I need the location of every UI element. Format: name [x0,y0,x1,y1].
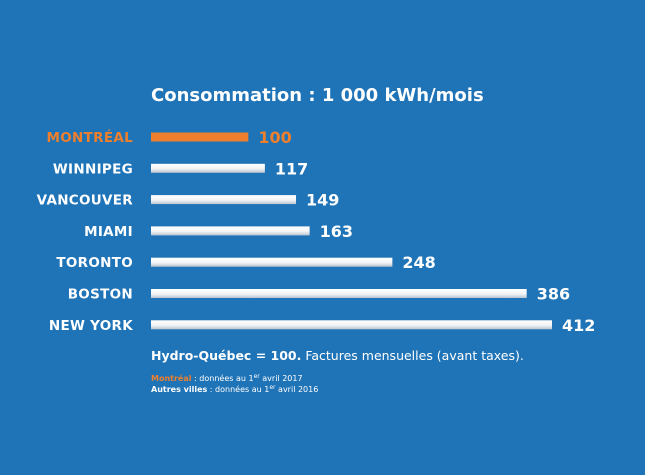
category-label-montreal: MONTRÉAL [47,129,134,146]
value-label-vancouver: 149 [306,191,339,210]
category-label-vancouver: VANCOUVER [37,193,134,209]
source-montreal: Montréal : données au 1er avril 2017 [151,373,303,383]
bar-toronto [151,257,393,267]
value-label-miami: 163 [320,222,353,241]
bar-montreal [151,132,249,142]
bar-new-york [151,320,552,330]
source-others-label: Autres villes [151,385,207,394]
category-label-winnipeg: WINNIPEG [53,161,133,177]
source-others-tail: avril 2016 [276,385,319,394]
source-montreal-tail: avril 2017 [260,374,303,383]
footnote-bold: Hydro-Québec = 100. [151,348,301,363]
value-label-toronto: 248 [402,253,435,272]
value-label-montreal: 100 [258,128,291,147]
footnote: Hydro-Québec = 100. Factures mensuelles … [151,348,524,363]
value-label-winnipeg: 117 [275,159,308,178]
source-montreal-label: Montréal [151,373,192,383]
category-label-boston: BOSTON [68,287,133,303]
source-montreal-text: : données au 1 [192,373,254,383]
category-label-toronto: TORONTO [56,255,133,271]
source-others-text: : données au 1 [207,384,269,394]
bar-winnipeg [151,163,265,173]
chart-title: Consommation : 1 000 kWh/mois [151,85,484,106]
footnote-text: Factures mensuelles (avant taxes). [301,348,523,363]
category-label-miami: MIAMI [84,224,133,240]
source-others-sup: er [269,384,276,391]
source-others: Autres villes : données au 1er avril 201… [151,384,318,394]
value-label-new-york: 412 [562,316,595,335]
value-label-boston: 386 [537,285,570,304]
bar-boston [151,289,527,298]
bars-group: MONTRÉAL 100 WINNIPEG 117 VANCOUVER 149 MIAMI 1… [37,128,596,335]
bar-miami [151,226,310,236]
source-montreal-sup: er [254,373,261,380]
category-label-new-york: NEW YORK [49,318,133,334]
bar-vancouver [151,195,297,205]
